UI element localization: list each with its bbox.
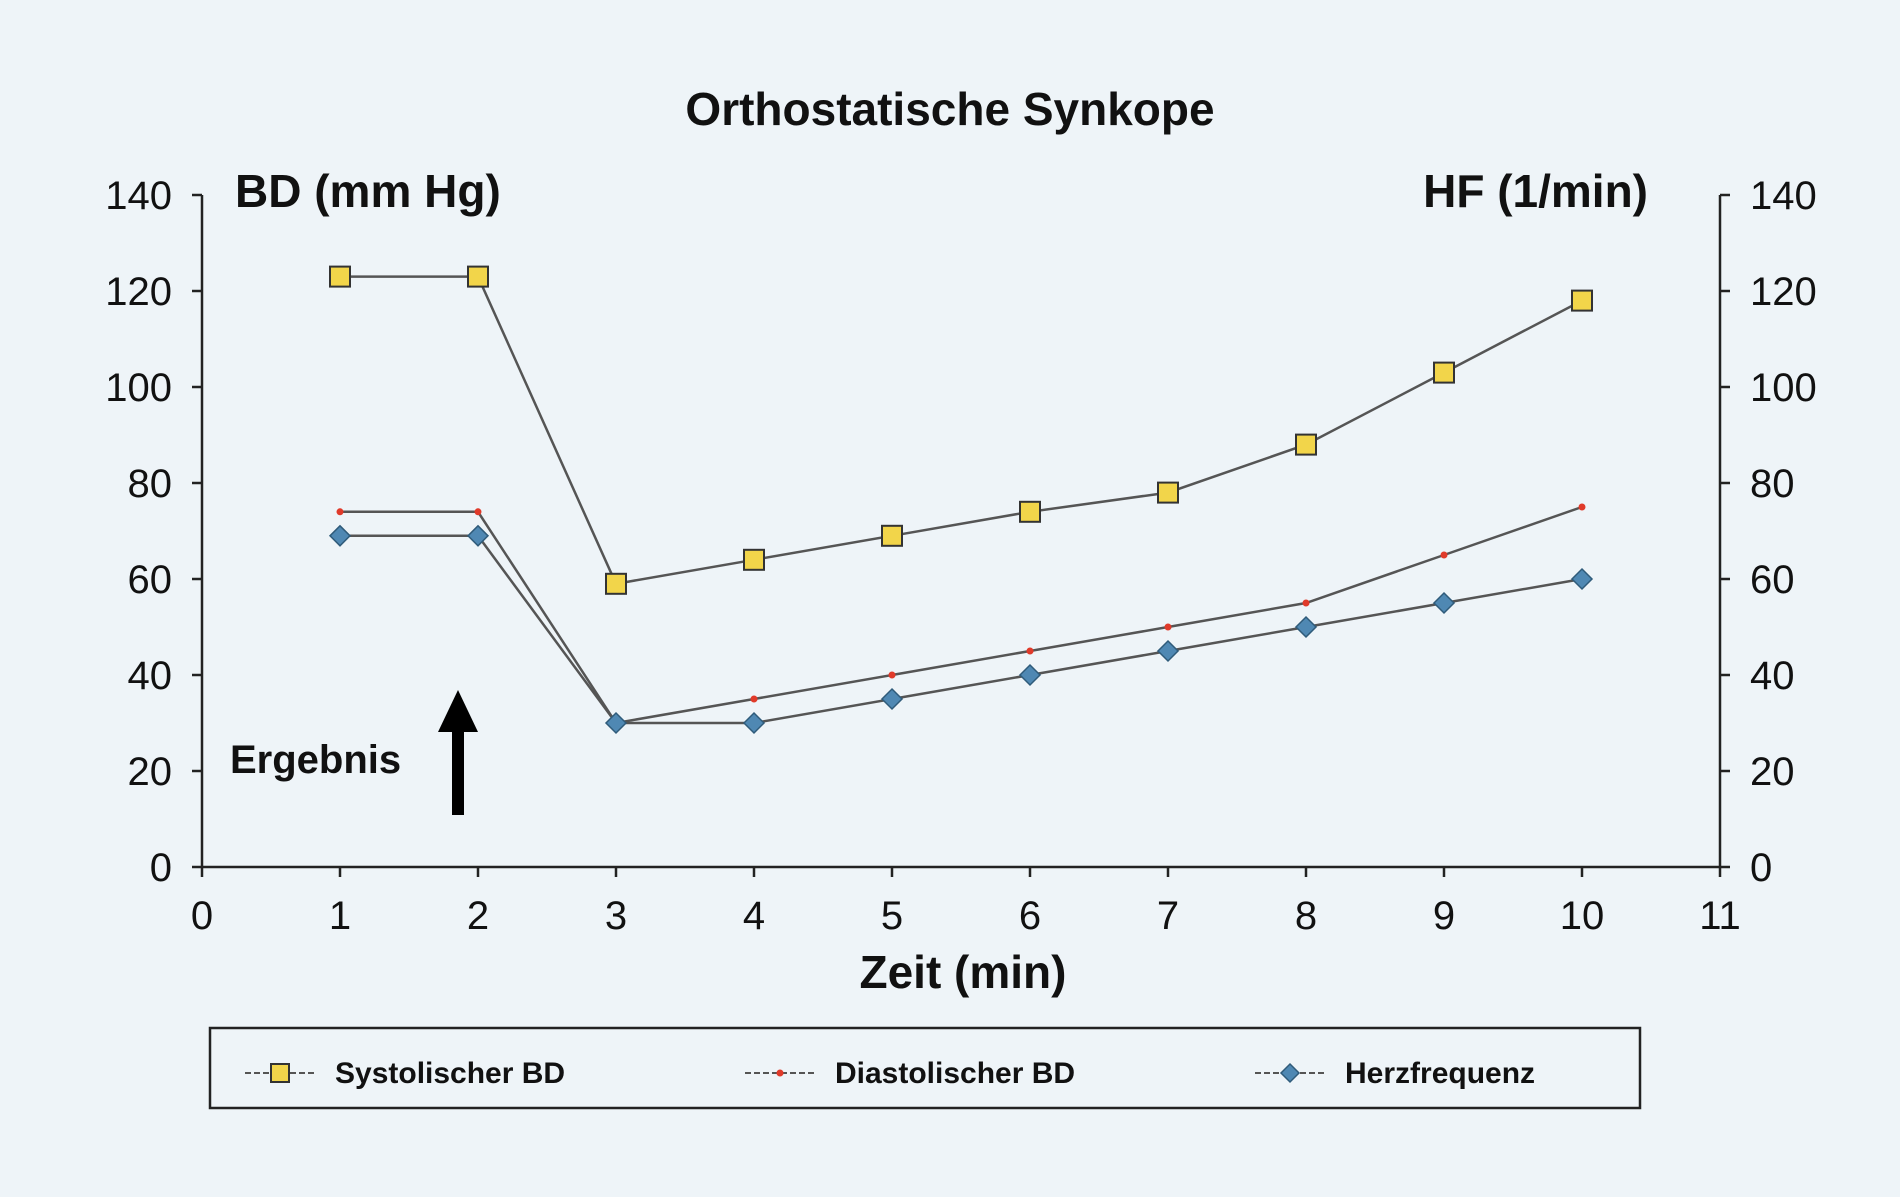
x-tick-label: 3 xyxy=(605,894,627,938)
y-right-tick-label: 100 xyxy=(1750,366,1817,410)
data-point-herzfrequenz xyxy=(604,711,628,735)
legend-swatch-marker xyxy=(776,1069,784,1077)
x-tick-label: 7 xyxy=(1157,894,1179,938)
data-point-diastolischer-bd xyxy=(474,508,482,516)
legend-label: Diastolischer BD xyxy=(835,1057,1075,1090)
data-point-herzfrequenz xyxy=(1570,567,1594,591)
data-point-diastolischer-bd xyxy=(888,671,896,679)
legend: Systolischer BD Diastolischer BD Herzfrequ… xyxy=(208,1026,1642,1110)
y-left-tick-label: 140 xyxy=(105,174,172,218)
legend-item-herzfrequenz: Herzfrequenz xyxy=(1255,1057,1535,1090)
x-tick-label: 5 xyxy=(881,894,903,938)
data-point-herzfrequenz xyxy=(1432,591,1456,615)
y-left-tick-label: 0 xyxy=(150,846,172,890)
x-tick-label: 8 xyxy=(1295,894,1317,938)
y-left-tick-label: 40 xyxy=(128,654,173,698)
x-tick-label: 6 xyxy=(1019,894,1041,938)
data-point-herzfrequenz xyxy=(1018,663,1042,687)
y-right-tick-label: 80 xyxy=(1750,462,1795,506)
legend-item-diastolischer-bd: Diastolischer BD xyxy=(745,1057,1075,1090)
data-point-diastolischer-bd xyxy=(750,695,758,703)
data-point-systolischer-bd xyxy=(1571,289,1593,312)
series-systolischer-bd xyxy=(329,265,1593,595)
x-tick-label: 11 xyxy=(1699,894,1741,938)
data-point-systolischer-bd xyxy=(1157,481,1179,504)
y-right-tick-label: 20 xyxy=(1750,750,1795,794)
legend-label: Herzfrequenz xyxy=(1345,1057,1535,1090)
data-point-herzfrequenz xyxy=(328,524,352,547)
y-left-tick-label: 120 xyxy=(105,270,172,314)
data-point-herzfrequenz xyxy=(880,687,904,711)
x-tick-label: 9 xyxy=(1433,894,1455,938)
data-point-systolischer-bd xyxy=(605,572,627,595)
y-right-tick-label: 120 xyxy=(1750,270,1817,314)
data-point-diastolischer-bd xyxy=(1440,551,1448,559)
data-point-diastolischer-bd xyxy=(336,508,344,516)
data-point-systolischer-bd xyxy=(1019,500,1041,523)
legend-swatch-marker xyxy=(1279,1062,1301,1084)
series-line-herzfrequenz xyxy=(340,534,1583,725)
annotation-arrow-head xyxy=(438,690,478,732)
series-line-diastolischer-bd xyxy=(340,505,1583,725)
legend-item-systolischer-bd: Systolischer BD xyxy=(245,1057,565,1090)
data-point-herzfrequenz xyxy=(466,524,490,547)
series-herzfrequenz xyxy=(328,524,1594,735)
x-tick-label: 2 xyxy=(467,894,489,938)
y-left-tick-label: 80 xyxy=(128,462,173,506)
legend-label: Systolischer BD xyxy=(335,1057,565,1090)
data-point-systolischer-bd xyxy=(329,265,351,288)
series-line-systolischer-bd xyxy=(340,275,1583,586)
data-point-herzfrequenz xyxy=(742,711,766,735)
series-diastolischer-bd xyxy=(336,503,1586,727)
data-point-diastolischer-bd xyxy=(1164,623,1172,631)
y-right-tick-label: 40 xyxy=(1750,654,1795,698)
y-left-tick-label: 100 xyxy=(105,366,172,410)
y-right-tick-label: 60 xyxy=(1750,558,1795,602)
legend-box xyxy=(208,1026,1642,1110)
data-point-systolischer-bd xyxy=(467,265,489,288)
annotation-ergebnis: Ergebnis xyxy=(230,738,401,782)
data-point-systolischer-bd xyxy=(1433,361,1455,384)
data-point-systolischer-bd xyxy=(881,524,903,547)
y-right-tick-label: 0 xyxy=(1750,846,1772,890)
data-point-herzfrequenz xyxy=(1294,615,1318,639)
data-point-herzfrequenz xyxy=(1156,639,1180,663)
y-left-tick-label: 20 xyxy=(128,750,173,794)
y-left-tick-label: 60 xyxy=(128,558,173,602)
x-tick-label: 10 xyxy=(1560,894,1605,938)
chart-title: Orthostatische Synkope xyxy=(685,83,1214,135)
left-axis-unit: BD (mm Hg) xyxy=(235,165,501,217)
data-point-systolischer-bd xyxy=(1295,433,1317,456)
x-tick-label: 0 xyxy=(191,894,213,938)
x-axis-label: Zeit (min) xyxy=(860,946,1067,998)
y-right-tick-label: 140 xyxy=(1750,174,1817,218)
series-layer xyxy=(328,265,1594,735)
data-point-diastolischer-bd xyxy=(1026,647,1034,655)
legend-swatch-marker xyxy=(270,1063,290,1083)
data-point-systolischer-bd xyxy=(743,548,765,571)
x-tick-label: 1 xyxy=(329,894,351,938)
right-axis-unit: HF (1/min) xyxy=(1423,165,1648,217)
x-tick-label: 4 xyxy=(743,894,765,938)
data-point-diastolischer-bd xyxy=(1302,599,1310,607)
annotation-arrow xyxy=(438,690,478,815)
data-point-diastolischer-bd xyxy=(1578,503,1586,511)
